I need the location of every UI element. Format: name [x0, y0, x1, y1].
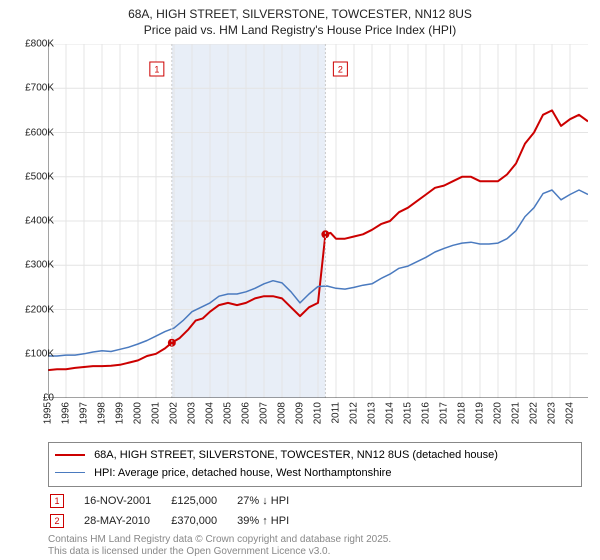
x-tick-label: 2013 [367, 402, 378, 436]
y-tick-label: £500K [14, 171, 54, 182]
x-tick-label: 1995 [43, 402, 54, 436]
y-tick-label: £400K [14, 216, 54, 227]
x-tick-label: 2010 [313, 402, 324, 436]
x-tick-label: 2004 [205, 402, 216, 436]
x-tick-label: 2015 [403, 402, 414, 436]
legend-swatch-0 [55, 454, 85, 456]
events-table: 1 16-NOV-2001 £125,000 27% ↓ HPI 2 28-MA… [48, 490, 309, 532]
x-tick-label: 1998 [97, 402, 108, 436]
x-tick-label: 2024 [565, 402, 576, 436]
event-marker-0: 1 [50, 494, 64, 508]
x-tick-label: 2006 [241, 402, 252, 436]
x-tick-label: 2021 [511, 402, 522, 436]
x-tick-label: 1999 [115, 402, 126, 436]
x-tick-label: 2007 [259, 402, 270, 436]
legend-box: 68A, HIGH STREET, SILVERSTONE, TOWCESTER… [48, 442, 582, 487]
x-tick-label: 2011 [331, 402, 342, 436]
chart-area: 12 [48, 44, 588, 398]
title-line-2: Price paid vs. HM Land Registry's House … [0, 22, 600, 38]
x-tick-label: 2019 [475, 402, 486, 436]
legend-row-1: HPI: Average price, detached house, West… [55, 465, 575, 483]
event-row-1: 2 28-MAY-2010 £370,000 39% ↑ HPI [50, 512, 307, 530]
event-price-0: £125,000 [171, 492, 235, 510]
legend-label-1: HPI: Average price, detached house, West… [94, 467, 391, 479]
chart-title: 68A, HIGH STREET, SILVERSTONE, TOWCESTER… [0, 0, 600, 38]
legend-swatch-1 [55, 472, 85, 473]
x-tick-label: 2008 [277, 402, 288, 436]
svg-text:1: 1 [154, 65, 159, 75]
x-tick-label: 2002 [169, 402, 180, 436]
event-date-1: 28-MAY-2010 [84, 512, 169, 530]
event-marker-1: 2 [50, 514, 64, 528]
y-tick-label: £700K [14, 83, 54, 94]
x-tick-label: 2009 [295, 402, 306, 436]
x-tick-label: 2022 [529, 402, 540, 436]
y-tick-label: £300K [14, 260, 54, 271]
x-tick-label: 2020 [493, 402, 504, 436]
line-chart-svg: 12 [48, 44, 588, 398]
event-row-0: 1 16-NOV-2001 £125,000 27% ↓ HPI [50, 492, 307, 510]
y-tick-label: £100K [14, 348, 54, 359]
x-tick-label: 2005 [223, 402, 234, 436]
svg-text:2: 2 [338, 65, 343, 75]
x-tick-label: 2017 [439, 402, 450, 436]
x-tick-label: 2016 [421, 402, 432, 436]
x-tick-label: 2012 [349, 402, 360, 436]
copyright-line-2: This data is licensed under the Open Gov… [48, 546, 391, 558]
y-tick-label: £800K [14, 39, 54, 50]
x-tick-label: 2023 [547, 402, 558, 436]
x-tick-label: 2003 [187, 402, 198, 436]
x-tick-label: 2000 [133, 402, 144, 436]
x-tick-label: 2001 [151, 402, 162, 436]
x-tick-label: 1997 [79, 402, 90, 436]
legend-row-0: 68A, HIGH STREET, SILVERSTONE, TOWCESTER… [55, 447, 575, 465]
copyright-notice: Contains HM Land Registry data © Crown c… [48, 534, 391, 558]
y-tick-label: £200K [14, 304, 54, 315]
event-delta-0: 27% ↓ HPI [237, 492, 307, 510]
event-price-1: £370,000 [171, 512, 235, 530]
y-tick-label: £600K [14, 127, 54, 138]
legend-label-0: 68A, HIGH STREET, SILVERSTONE, TOWCESTER… [94, 449, 498, 461]
x-tick-label: 2014 [385, 402, 396, 436]
title-line-1: 68A, HIGH STREET, SILVERSTONE, TOWCESTER… [0, 6, 600, 22]
copyright-line-1: Contains HM Land Registry data © Crown c… [48, 534, 391, 546]
x-tick-label: 1996 [61, 402, 72, 436]
event-date-0: 16-NOV-2001 [84, 492, 169, 510]
x-tick-label: 2018 [457, 402, 468, 436]
event-delta-1: 39% ↑ HPI [237, 512, 307, 530]
